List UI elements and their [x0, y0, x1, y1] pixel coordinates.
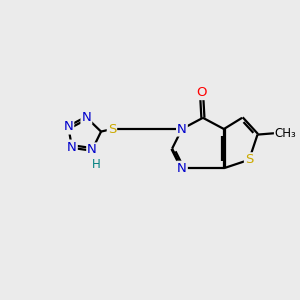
Text: N: N — [64, 121, 73, 134]
Text: N: N — [87, 143, 97, 156]
Text: N: N — [67, 141, 77, 154]
Text: N: N — [82, 111, 91, 124]
Text: N: N — [177, 122, 187, 136]
Text: N: N — [177, 162, 187, 175]
Text: S: S — [108, 122, 116, 136]
Text: H: H — [92, 158, 101, 171]
Text: CH₃: CH₃ — [275, 127, 297, 140]
Text: S: S — [245, 153, 253, 166]
Text: O: O — [196, 86, 207, 99]
